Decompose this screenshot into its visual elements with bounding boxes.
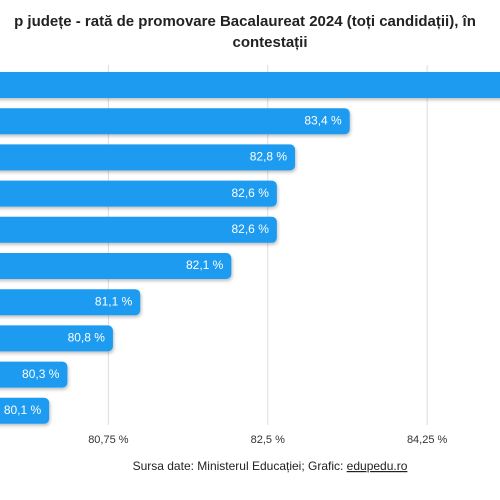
value-label: 83,4 %: [304, 113, 342, 127]
value-label: 80,3 %: [22, 367, 60, 381]
value-label: 82,8 %: [250, 150, 288, 164]
bar: [0, 144, 296, 171]
value-label: 80,8 %: [68, 331, 106, 345]
x-tick-label: 84,25 %: [407, 434, 448, 446]
x-tick-label: 82,5 %: [251, 434, 285, 446]
source-link[interactable]: edupedu.ro: [347, 459, 408, 473]
bar: [0, 289, 141, 316]
source-text: Sursa date: Ministerul Educației; Grafic…: [133, 459, 347, 473]
bar: [0, 108, 350, 135]
bar: [0, 253, 232, 279]
source: Sursa date: Ministerul Educației; Grafic…: [133, 459, 408, 473]
x-tick-label: 80,75 %: [88, 434, 129, 446]
value-label: 81,1 %: [95, 294, 133, 308]
value-label: 82,1 %: [186, 258, 224, 272]
bar: [0, 72, 500, 98]
bar: [0, 180, 277, 207]
bar: [0, 397, 50, 424]
bar: [0, 361, 68, 388]
chart-title: p județe - rată de promovare Bacalaureat…: [14, 13, 476, 30]
value-label: 82,6 %: [232, 222, 270, 236]
chart-title: contestații: [232, 34, 307, 51]
value-label: 80,1 %: [4, 403, 42, 417]
bar: [0, 325, 113, 352]
value-label: 82,6 %: [232, 186, 270, 200]
bar: [0, 216, 277, 243]
